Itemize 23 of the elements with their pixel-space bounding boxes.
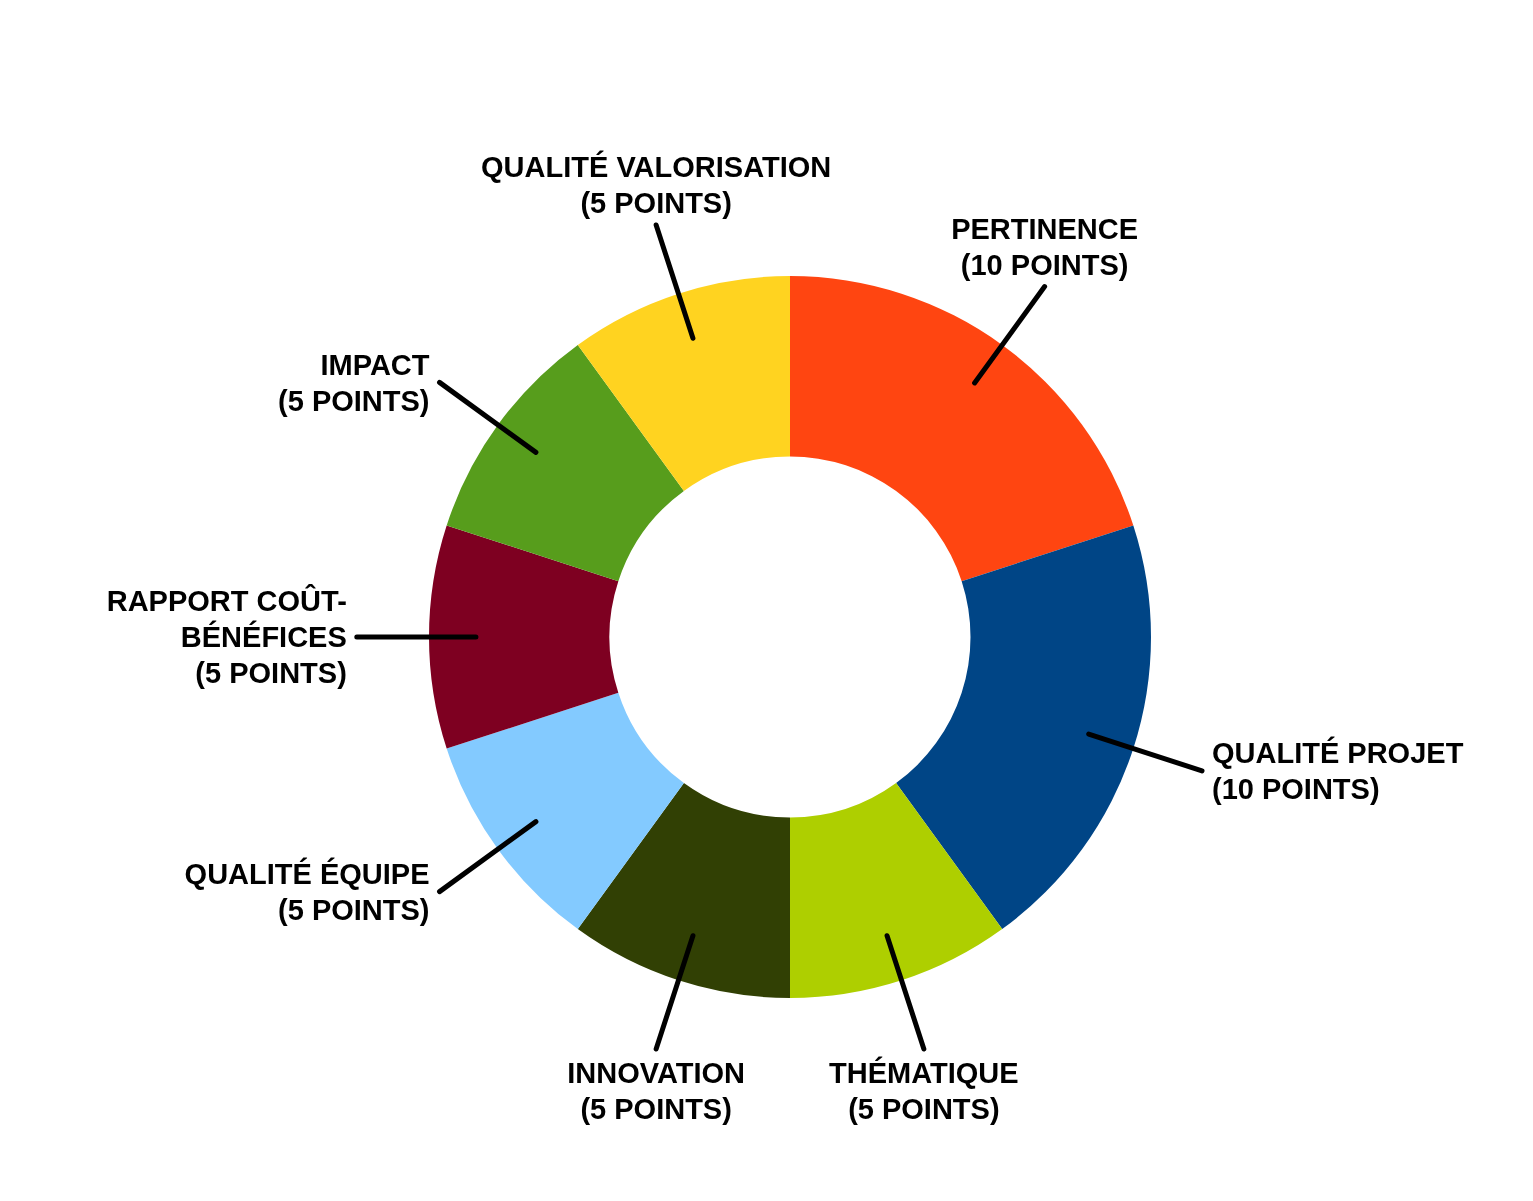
data-label: (10 POINTS) bbox=[960, 248, 1129, 281]
donut-slice bbox=[446, 692, 684, 930]
donut-slice bbox=[577, 276, 790, 491]
slice-label: INNOVATION bbox=[567, 1056, 746, 1089]
slice-label: IMPACT bbox=[320, 348, 430, 381]
donut-slice bbox=[446, 344, 684, 582]
donut-slice bbox=[790, 783, 1003, 998]
slice-label: QUALITÉ ÉQUIPE bbox=[184, 857, 430, 891]
donut-slice bbox=[577, 783, 790, 998]
slice-label: THÉMATIQUE bbox=[829, 1055, 1019, 1089]
donut-slice bbox=[896, 525, 1151, 930]
slice-label: QUALITÉ VALORISATION bbox=[481, 150, 832, 183]
data-label: (10 POINTS) bbox=[1212, 773, 1380, 806]
slice-label: PERTINENCE bbox=[951, 212, 1139, 245]
donut-slice bbox=[429, 525, 619, 749]
slice-label: RAPPORT COÛT-BÉNÉFICES bbox=[106, 584, 347, 654]
data-label: (5 POINTS) bbox=[580, 1092, 732, 1125]
data-label: (5 POINTS) bbox=[278, 384, 430, 417]
data-label: (5 POINTS) bbox=[580, 187, 732, 219]
data-label: (5 POINTS) bbox=[195, 657, 347, 690]
slice-label: QUALITÉ PROJET bbox=[1212, 736, 1464, 770]
data-label: (5 POINTS) bbox=[848, 1092, 1000, 1125]
data-label: (5 POINTS) bbox=[278, 894, 430, 927]
